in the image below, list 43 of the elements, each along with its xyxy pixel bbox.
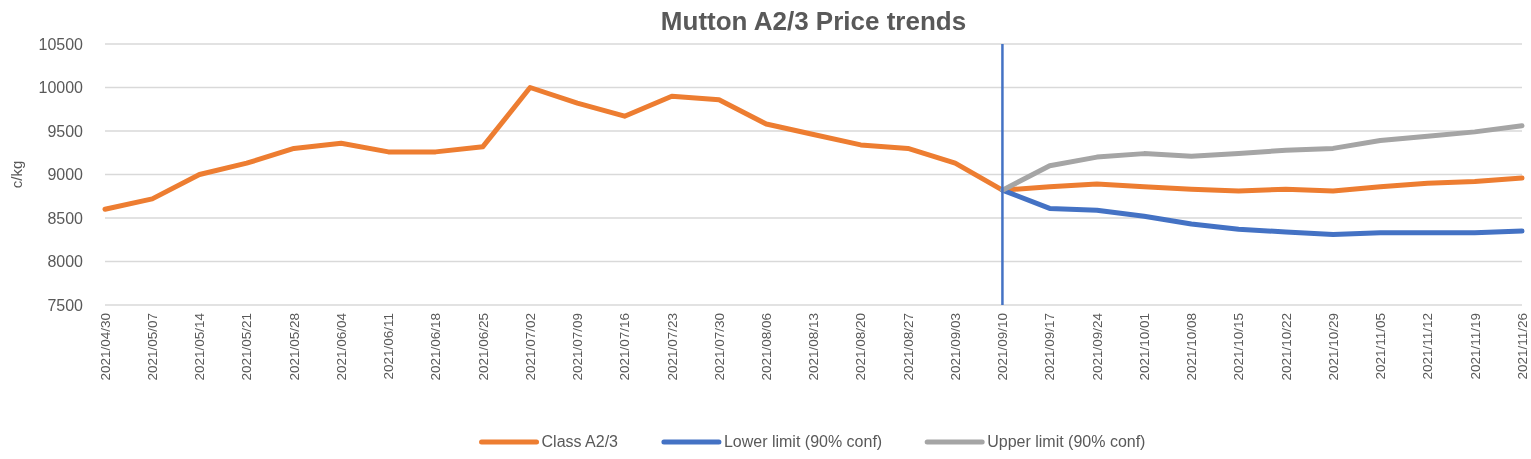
x-tick-label: 2021/10/29 bbox=[1325, 313, 1341, 381]
y-tick-label: 10000 bbox=[38, 79, 84, 97]
x-tick-label: 2021/05/21 bbox=[239, 313, 255, 381]
y-tick-label: 7500 bbox=[47, 296, 84, 314]
chart-title: Mutton A2/3 Price trends bbox=[660, 6, 967, 36]
x-tick-label: 2021/09/24 bbox=[1089, 312, 1105, 381]
x-tick-label: 2021/08/27 bbox=[900, 313, 916, 381]
x-tick-label: 2021/11/12 bbox=[1420, 313, 1436, 380]
legend-label: Upper limit (90% conf) bbox=[987, 433, 1146, 450]
x-tick-label: 2021/05/28 bbox=[286, 313, 302, 381]
x-tick-label: 2021/10/01 bbox=[1136, 313, 1152, 381]
x-tick-label: 2021/06/18 bbox=[428, 313, 444, 381]
legend-label: Lower limit (90% conf) bbox=[723, 433, 883, 450]
x-tick-label: 2021/11/05 bbox=[1373, 313, 1389, 380]
x-tick-label: 2021/07/23 bbox=[664, 313, 680, 381]
y-tick-label: 8000 bbox=[47, 253, 84, 271]
x-tick-label: 2021/07/30 bbox=[711, 313, 727, 381]
x-tick-label: 2021/08/13 bbox=[806, 313, 822, 381]
y-tick-label: 10500 bbox=[38, 35, 84, 53]
x-tick-label: 2021/05/14 bbox=[192, 312, 208, 381]
x-tick-label: 2021/10/08 bbox=[1184, 313, 1200, 381]
x-tick-label: 2021/11/26 bbox=[1514, 313, 1530, 380]
x-tick-label: 2021/05/07 bbox=[144, 313, 160, 381]
x-tick-label: 2021/07/16 bbox=[617, 313, 633, 381]
x-tick-label: 2021/11/19 bbox=[1467, 313, 1483, 380]
x-tick-label: 2021/06/25 bbox=[475, 313, 491, 381]
x-tick-label: 2021/09/03 bbox=[947, 313, 963, 381]
x-tick-label: 2021/09/10 bbox=[995, 313, 1011, 381]
legend-label: Class A2/3 bbox=[541, 433, 619, 450]
y-tick-label: 9000 bbox=[47, 166, 84, 184]
x-tick-label: 2021/07/02 bbox=[522, 313, 538, 381]
y-tick-label: 8500 bbox=[47, 209, 84, 227]
y-tick-label: 9500 bbox=[47, 122, 84, 140]
x-tick-label: 2021/08/06 bbox=[758, 313, 774, 381]
x-tick-label: 2021/06/11 bbox=[381, 313, 397, 380]
x-tick-label: 2021/09/17 bbox=[1042, 313, 1058, 381]
x-tick-label: 2021/06/04 bbox=[333, 312, 349, 381]
x-tick-label: 2021/10/22 bbox=[1278, 313, 1294, 381]
x-tick-label: 2021/10/15 bbox=[1231, 313, 1247, 381]
x-tick-label: 2021/07/09 bbox=[570, 313, 586, 381]
y-axis-title: c/kg bbox=[8, 160, 25, 189]
x-tick-label: 2021/08/20 bbox=[853, 313, 869, 381]
x-tick-label: 2021/04/30 bbox=[97, 313, 113, 381]
